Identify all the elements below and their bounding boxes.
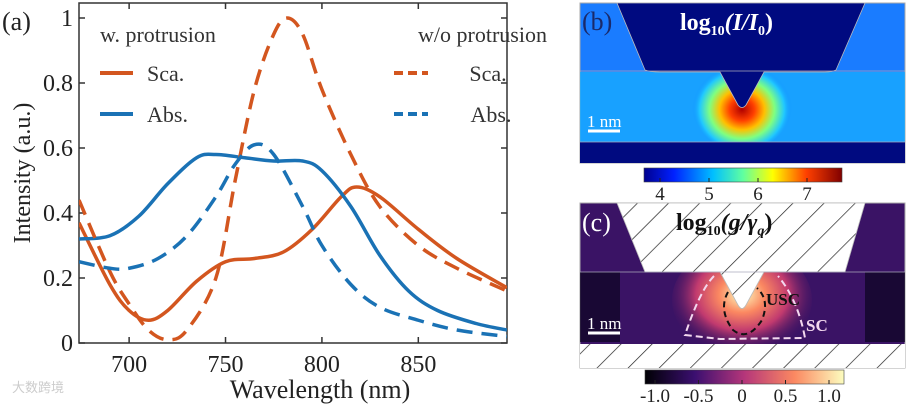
series-line-w-protrusion-abs- — [79, 152, 507, 332]
colorbar-tick-label: -1.0 — [640, 386, 670, 407]
x-axis: 700 750 800 850 — [111, 3, 436, 378]
substrate — [580, 142, 905, 163]
colorbar-tick-label: 1.0 — [817, 386, 841, 407]
dark-edge — [865, 272, 905, 342]
colorbar-tick-label: 0 — [737, 386, 747, 407]
colorbar-tick-label: 0.5 — [774, 386, 798, 407]
colorbar-c-ticks: -1.0 -0.5 0 0.5 1.0 — [640, 380, 841, 407]
colorbar-tick-label: 6 — [753, 184, 763, 205]
watermark: 大数跨境 — [12, 380, 64, 395]
panel-b: (b) log10(I/I0) 1 nm — [579, 2, 906, 164]
y-tick-label: 0.6 — [43, 136, 73, 162]
x-tick-label: 750 — [208, 352, 244, 378]
colorbar-tick-label: 7 — [802, 184, 812, 205]
usc-contour — [723, 287, 767, 336]
series-line-w-o-protrusion-abs- — [79, 142, 507, 339]
y-tick-label: 0.4 — [43, 201, 73, 227]
x-axis-label: Wavelength (nm) — [230, 375, 411, 404]
y-axis: 0 0.2 0.4 0.6 0.8 1 — [43, 6, 507, 357]
colorbar-b-ticks: 4 5 6 7 — [655, 178, 812, 205]
sc-label: SC — [806, 316, 828, 335]
legend: w. protrusion w/o protrusion Sca. Abs. S… — [100, 22, 547, 127]
colorbar-c — [644, 369, 845, 385]
legend-title-with: w. protrusion — [100, 22, 216, 47]
legend-title-without: w/o protrusion — [418, 22, 547, 47]
legend-label-sca-with: Sca. — [147, 61, 184, 86]
y-axis-label: Intensity (a.u.) — [10, 103, 36, 244]
sc-contour — [683, 275, 807, 341]
legend-label-abs-without: Abs. — [471, 102, 512, 127]
substrate-hatched — [580, 344, 905, 368]
scale-bar-label-c: 1 nm — [587, 314, 621, 333]
colorbar-tick-label: 5 — [704, 184, 714, 205]
panel-c-label: (c) — [582, 208, 611, 237]
y-tick-label: 1 — [61, 6, 73, 32]
y-tick-label: 0 — [61, 331, 73, 357]
colorbar-tick-label: -0.5 — [683, 386, 713, 407]
legend-label-sca-without: Sca. — [469, 61, 506, 86]
panel-b-label: (b) — [582, 7, 612, 36]
plot-frame — [78, 2, 508, 344]
panel-a-label: (a) — [2, 7, 31, 36]
dark-edge — [580, 272, 620, 342]
x-tick-label: 850 — [400, 352, 436, 378]
usc-label: USC — [766, 290, 800, 309]
colorbar-tick-label: 4 — [655, 184, 665, 205]
panel-c-title: log10(g/γq) — [676, 210, 772, 239]
x-tick-label: 700 — [111, 352, 147, 378]
y-tick-label: 0.8 — [43, 71, 73, 97]
scale-bar-label-b: 1 nm — [587, 112, 621, 131]
panel-c: (c) log10(g/γq) USC SC 1 nm — [579, 202, 906, 369]
colorbar-b — [643, 167, 843, 183]
series-group — [79, 16, 507, 342]
legend-label-abs-with: Abs. — [147, 102, 188, 127]
panel-b-title: log10(I/I0) — [680, 10, 773, 39]
series-line-w-protrusion-sca- — [79, 185, 507, 323]
series-line-w-o-protrusion-sca- — [79, 16, 507, 342]
x-tick-label: 800 — [304, 352, 340, 378]
y-tick-label: 0.2 — [43, 266, 73, 292]
